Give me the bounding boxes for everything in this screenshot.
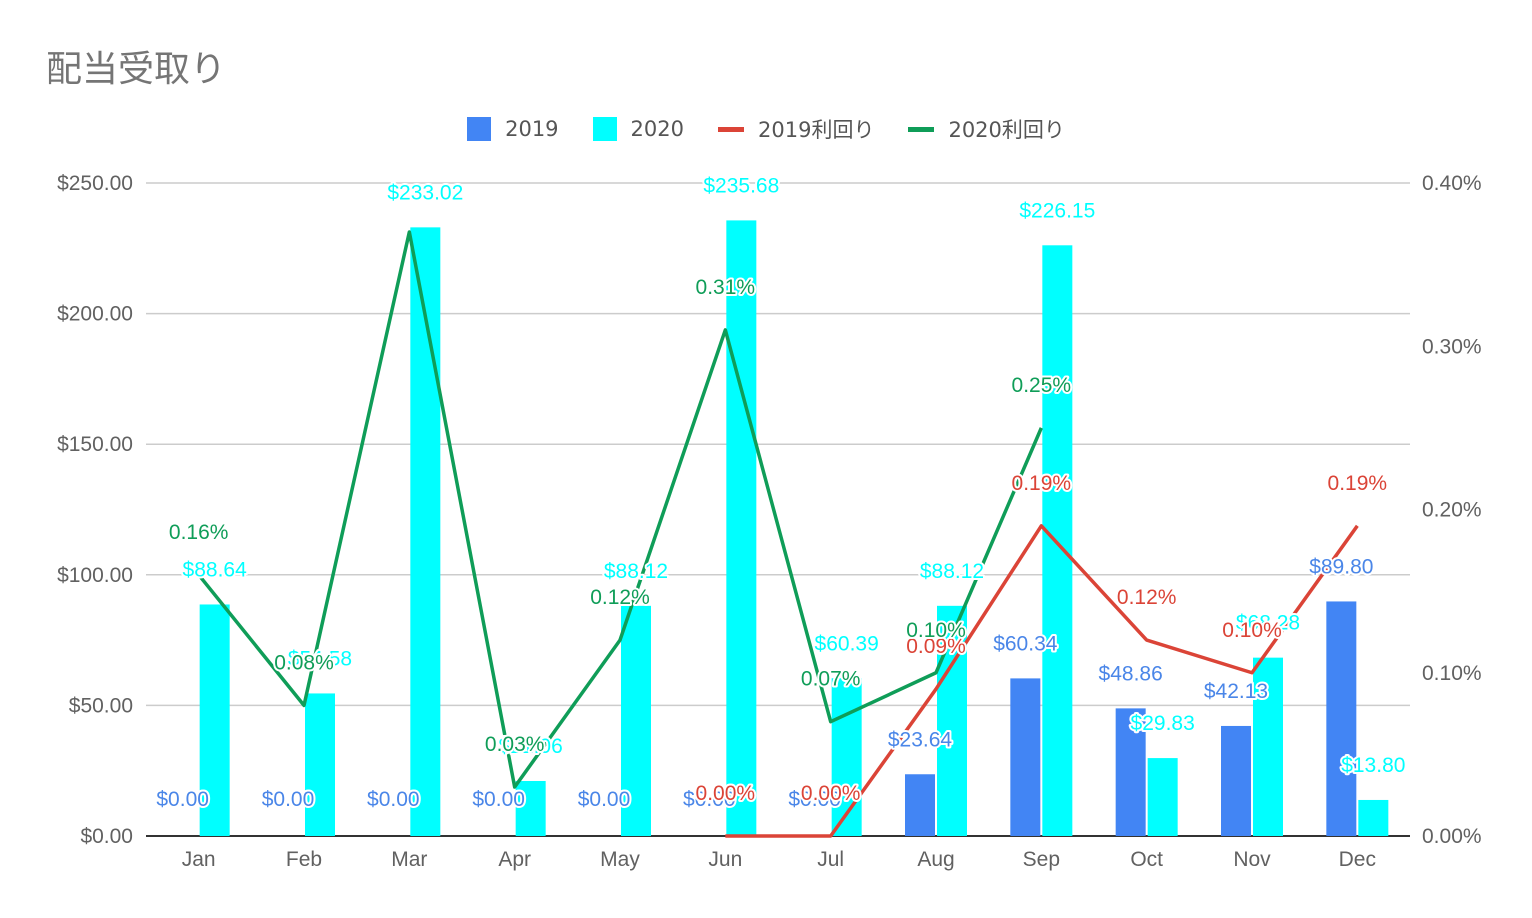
bar-2019 (905, 774, 935, 836)
right-axis-tick-label: 0.10% (1422, 662, 1482, 685)
bar-data-label: $68.28 (1236, 612, 1300, 635)
bar-data-label: $60.34 (993, 632, 1058, 655)
bar-data-label: $23.64 (888, 728, 953, 751)
bar-data-label: $0.00 (262, 788, 315, 811)
x-axis-tick-label: Oct (1130, 848, 1163, 871)
line-data-label: 0.19% (1012, 472, 1072, 495)
left-axis-tick-label: $250.00 (57, 172, 133, 195)
legend-item-2020-yield[interactable]: 2020利回り (908, 114, 1065, 144)
bar-data-label: $0.00 (788, 788, 841, 811)
legend-label-2019-yield: 2019利回り (758, 118, 875, 142)
x-axis-tick-label: Feb (286, 848, 322, 871)
right-axis-tick-label: 0.40% (1422, 172, 1482, 195)
legend-item-2020[interactable]: 2020 (592, 114, 684, 144)
bar-2019 (1326, 601, 1357, 836)
bar-2020 (726, 220, 757, 837)
left-axis-tick-label: $150.00 (57, 433, 133, 456)
right-axis-tick-label: 0.20% (1422, 499, 1482, 522)
line-2020利回り (197, 230, 1043, 789)
line-data-label: 0.31% (696, 276, 756, 299)
bar-2020 (199, 604, 230, 836)
line-data-label: 0.09% (906, 635, 966, 658)
bar-data-label: $60.39 (815, 632, 879, 655)
right-axis-tick-label: 0.00% (1422, 825, 1482, 848)
legend-label-2020: 2020 (630, 117, 684, 141)
bar-data-label: $0.00 (578, 788, 631, 811)
bar-2020 (1147, 758, 1178, 836)
line-data-label: 0.03% (485, 733, 545, 756)
legend-swatch-2019-yield (718, 126, 744, 132)
bar-2019 (1115, 708, 1146, 836)
bar-data-label: $226.15 (1019, 199, 1095, 222)
bar-data-label: $0.00 (683, 788, 736, 811)
line-data-label: 0.16% (169, 521, 229, 544)
bar-data-label: $233.02 (387, 181, 463, 204)
bar-data-label: $13.80 (1341, 754, 1405, 777)
bar-data-label: $42.13 (1204, 680, 1268, 703)
left-axis-tick-label: $200.00 (57, 303, 133, 326)
left-axis-tick-label: $100.00 (57, 564, 133, 587)
bar-2020 (1358, 799, 1389, 836)
legend-label-2020-yield: 2020利回り (948, 118, 1065, 142)
bar-data-label: $48.86 (1099, 662, 1163, 685)
left-axis-tick-label: $50.00 (69, 694, 133, 717)
left-axis-tick-label: $0.00 (80, 825, 133, 848)
x-axis-tick-label: Dec (1339, 848, 1376, 871)
legend-swatch-2019 (467, 117, 492, 141)
line-data-label: 0.12% (590, 586, 650, 609)
bar-data-label: $0.00 (367, 788, 420, 811)
line-data-label: 0.10% (1222, 619, 1282, 642)
x-axis-tick-label: Sep (1023, 848, 1060, 871)
x-axis-tick-label: Aug (917, 848, 954, 871)
legend: 2019 2020 2019利回り 2020利回り (0, 114, 1532, 144)
line-data-label: 0.08% (274, 651, 334, 674)
legend-label-2019: 2019 (505, 117, 559, 141)
bar-2020 (515, 780, 546, 836)
line-2019利回り (725, 524, 1359, 838)
line-data-label: 0.10% (906, 619, 966, 642)
bar-2020 (410, 227, 441, 837)
x-axis-tick-label: Jun (708, 848, 742, 871)
bar-2020 (621, 605, 651, 836)
x-axis-tick-label: Jan (182, 848, 216, 871)
bar-2020 (937, 605, 967, 836)
bar-data-label: $54.58 (288, 647, 352, 670)
chart-title: 配当受取り (46, 49, 227, 90)
line-data-label: 0.00% (696, 782, 756, 805)
bar-2019 (1010, 678, 1041, 836)
line-data-label: 0.07% (801, 668, 861, 691)
bar-data-label: $88.12 (920, 560, 984, 583)
bar-data-label: $0.00 (472, 788, 525, 811)
bar-data-label: $0.00 (156, 788, 209, 811)
bar-2020 (1253, 657, 1283, 836)
line-data-label: 0.25% (1012, 374, 1072, 397)
bar-2020 (305, 693, 335, 836)
legend-item-2019-yield[interactable]: 2019利回り (718, 114, 874, 144)
bar-data-label: $21.06 (499, 735, 563, 758)
bar-data-label: $88.12 (604, 560, 668, 583)
legend-swatch-2020 (592, 117, 617, 141)
bar-data-label: $235.68 (703, 174, 779, 197)
x-axis-tick-label: May (600, 848, 640, 871)
line-data-label: 0.12% (1117, 586, 1177, 609)
x-axis-tick-label: Jul (817, 848, 844, 871)
bar-2020 (831, 678, 862, 836)
line-data-label: 0.00% (801, 782, 861, 805)
bar-2019 (1221, 725, 1251, 836)
x-axis-tick-label: Nov (1233, 848, 1271, 871)
line-data-label: 0.19% (1328, 472, 1388, 495)
legend-item-2019[interactable]: 2019 (467, 114, 559, 144)
legend-swatch-2020-yield (908, 126, 935, 132)
x-axis-tick-label: Apr (498, 848, 531, 871)
x-axis-tick-label: Mar (391, 848, 427, 871)
bar-data-label: $88.64 (183, 558, 248, 581)
bar-data-label: $29.83 (1131, 712, 1195, 735)
bar-data-label: $89.80 (1309, 555, 1373, 578)
right-axis-tick-label: 0.30% (1422, 335, 1482, 358)
